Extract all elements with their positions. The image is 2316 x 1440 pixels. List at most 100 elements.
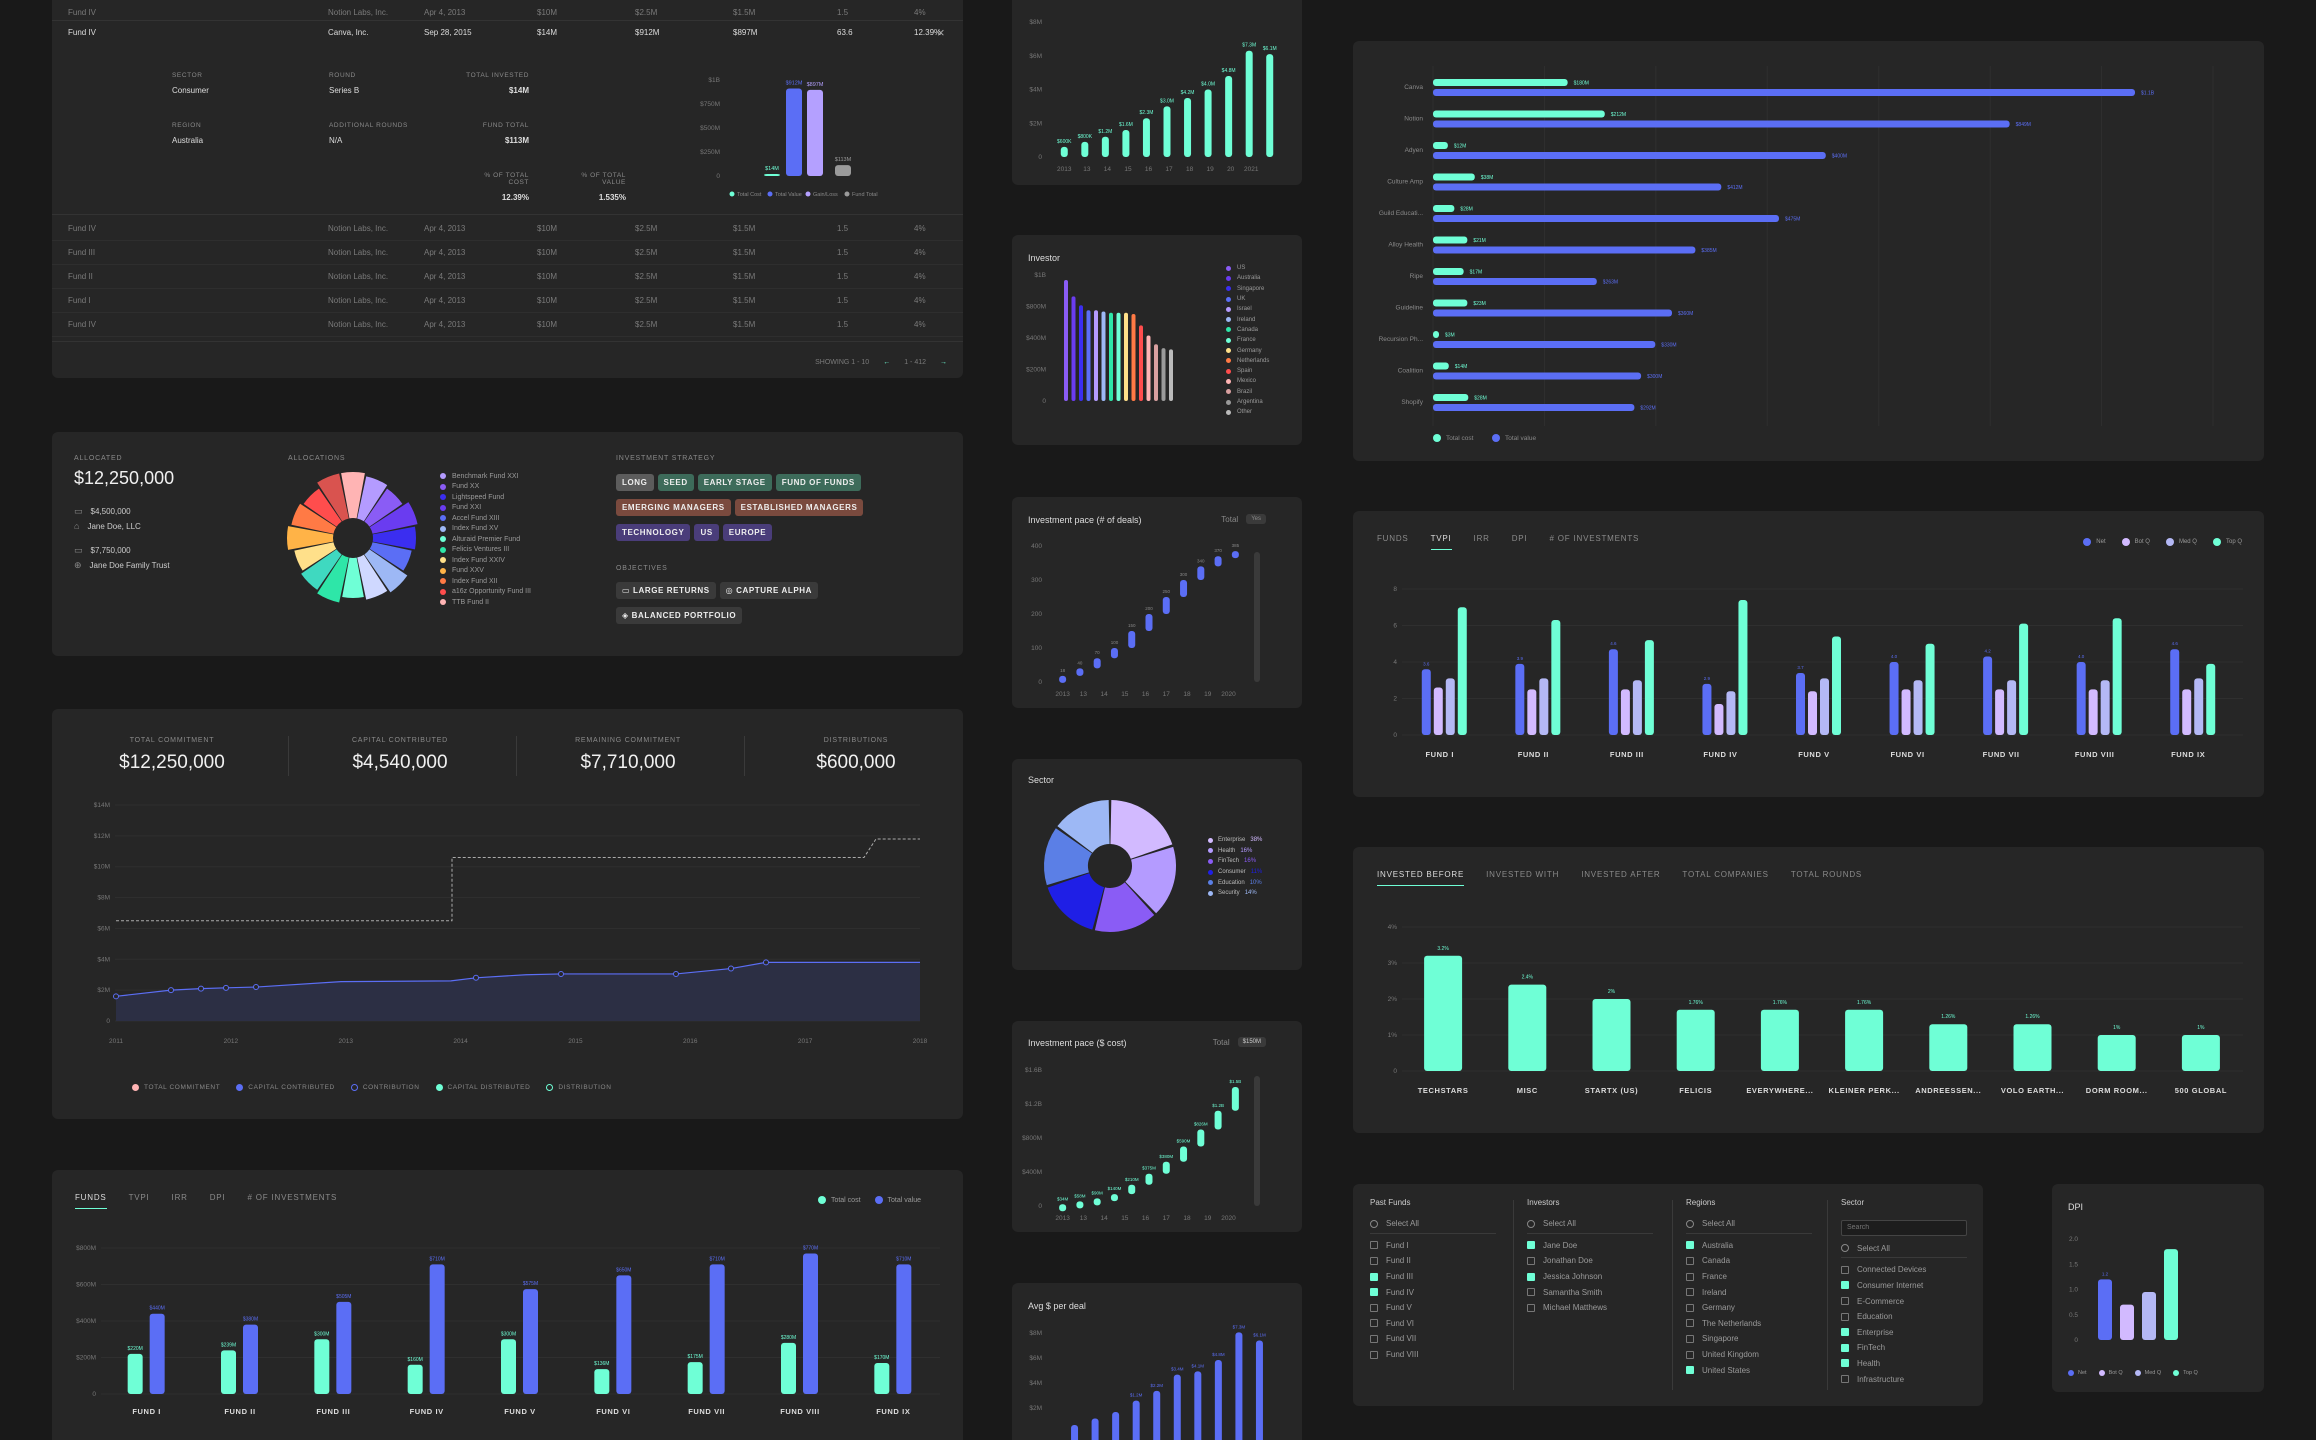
filter-option[interactable]: Michael Matthews [1527, 1300, 1663, 1316]
tab-irr[interactable]: IRR [1473, 534, 1490, 543]
checkbox[interactable] [1527, 1256, 1535, 1265]
total-toggle[interactable]: $150M [1237, 1037, 1266, 1047]
checkbox[interactable] [1686, 1272, 1694, 1281]
strategy-chip[interactable]: EARLY STAGE [697, 474, 772, 491]
checkbox[interactable] [1841, 1343, 1849, 1352]
filter-option[interactable]: Infrastructure [1841, 1371, 1977, 1387]
filter-option[interactable]: Fund V [1370, 1300, 1506, 1316]
strategy-chip[interactable]: EUROPE [722, 524, 773, 541]
close-icon[interactable]: × [937, 25, 945, 40]
sector-search-input[interactable] [1841, 1219, 1967, 1236]
table-row[interactable]: Fund II Notion Labs, Inc. Apr 4, 2013 $10M $… [52, 264, 963, 288]
filter-option[interactable]: Health [1841, 1356, 1977, 1372]
tab-total-rounds[interactable]: TOTAL ROUNDS [1790, 870, 1863, 879]
checkbox[interactable] [1686, 1319, 1694, 1328]
checkbox[interactable] [1686, 1241, 1694, 1250]
checkbox[interactable] [1370, 1288, 1378, 1297]
objective-chip[interactable]: ▭ LARGE RETURNS [616, 582, 716, 599]
tab--of-investments[interactable]: # OF INVESTMENTS [247, 1193, 338, 1202]
checkbox[interactable] [1686, 1350, 1694, 1359]
checkbox[interactable] [1686, 1366, 1694, 1375]
tab-tvpi[interactable]: TVPI [128, 1193, 150, 1202]
checkbox[interactable] [1370, 1303, 1378, 1312]
checkbox[interactable] [1527, 1241, 1535, 1250]
filter-option[interactable]: FinTech [1841, 1340, 1977, 1356]
checkbox[interactable] [1841, 1375, 1849, 1384]
checkbox[interactable] [1370, 1350, 1378, 1359]
filter-option[interactable]: Fund I [1370, 1238, 1506, 1254]
filter-option[interactable]: United Kingdom [1686, 1347, 1822, 1363]
tab-total-companies[interactable]: TOTAL COMPANIES [1682, 870, 1769, 879]
filter-option[interactable]: Connected Devices [1841, 1262, 1977, 1278]
checkbox[interactable] [1527, 1303, 1535, 1312]
select-all[interactable]: Select All [1527, 1216, 1663, 1232]
table-row[interactable]: Fund IV Notion Labs, Inc. Apr 4, 2013 $10M $… [52, 216, 963, 240]
radio[interactable] [1841, 1244, 1849, 1253]
filter-option[interactable]: Australia [1686, 1238, 1822, 1254]
checkbox[interactable] [1841, 1312, 1849, 1321]
table-row[interactable]: Fund IV Notion Labs, Inc. Apr 4, 2013 $10M $… [52, 0, 963, 24]
filter-option[interactable]: E-Commerce [1841, 1293, 1977, 1309]
filter-option[interactable]: Fund III [1370, 1269, 1506, 1285]
tab-irr[interactable]: IRR [171, 1193, 188, 1202]
strategy-chip[interactable]: FUND OF FUNDS [775, 474, 861, 491]
filter-option[interactable]: Samantha Smith [1527, 1284, 1663, 1300]
total-toggle[interactable]: Yes [1246, 514, 1266, 524]
filter-option[interactable]: Jessica Johnson [1527, 1269, 1663, 1285]
objective-chip[interactable]: ◈ BALANCED PORTFOLIO [616, 607, 743, 624]
filter-option[interactable]: Jane Doe [1527, 1238, 1663, 1254]
filter-option[interactable]: Fund VII [1370, 1331, 1506, 1347]
tab-dpi[interactable]: DPI [1511, 534, 1528, 543]
checkbox[interactable] [1686, 1256, 1694, 1265]
filter-option[interactable]: The Netherlands [1686, 1316, 1822, 1332]
strategy-chip[interactable]: TECHNOLOGY [616, 524, 691, 541]
tab-invested-after[interactable]: INVESTED AFTER [1581, 870, 1661, 879]
checkbox[interactable] [1370, 1256, 1378, 1265]
expanded-table-row[interactable]: Fund IV Canva, Inc. Sep 28, 2015 $14M $912M $… [52, 20, 963, 44]
filter-option[interactable]: Fund IV [1370, 1284, 1506, 1300]
select-all[interactable]: Select All [1686, 1216, 1822, 1232]
filter-option[interactable]: France [1686, 1269, 1822, 1285]
table-row[interactable]: Fund I Notion Labs, Inc. Apr 4, 2013 $10M $2… [52, 288, 963, 312]
tab-dpi[interactable]: DPI [209, 1193, 226, 1202]
table-row[interactable]: Fund IV Notion Labs, Inc. Apr 4, 2013 $10M $… [52, 312, 963, 336]
checkbox[interactable] [1686, 1288, 1694, 1297]
filter-option[interactable]: Jonathan Doe [1527, 1253, 1663, 1269]
strategy-chip[interactable]: EMERGING MANAGERS [616, 499, 731, 516]
select-all[interactable]: Select All [1841, 1241, 1977, 1257]
filter-option[interactable]: Education [1841, 1309, 1977, 1325]
filter-option[interactable]: Germany [1686, 1300, 1822, 1316]
select-all[interactable]: Select All [1370, 1216, 1506, 1232]
checkbox[interactable] [1686, 1303, 1694, 1312]
strategy-chip[interactable]: SEED [657, 474, 694, 491]
filter-option[interactable]: Canada [1686, 1253, 1822, 1269]
checkbox[interactable] [1841, 1297, 1849, 1306]
filter-option[interactable]: Singapore [1686, 1331, 1822, 1347]
objective-chip[interactable]: ◎ CAPTURE ALPHA [719, 582, 819, 599]
filter-option[interactable]: Fund II [1370, 1253, 1506, 1269]
tab-tvpi[interactable]: TVPI [1430, 534, 1452, 550]
filter-option[interactable]: Fund VI [1370, 1316, 1506, 1332]
radio[interactable] [1686, 1219, 1694, 1228]
checkbox[interactable] [1370, 1319, 1378, 1328]
strategy-chip[interactable]: US [694, 524, 719, 541]
next-page-button[interactable]: → [940, 359, 947, 366]
strategy-chip[interactable]: LONG [616, 474, 654, 491]
tab-invested-with[interactable]: INVESTED WITH [1486, 870, 1560, 879]
filter-option[interactable]: Fund VIII [1370, 1347, 1506, 1363]
radio[interactable] [1527, 1219, 1535, 1228]
tab-funds[interactable]: FUNDS [75, 1193, 107, 1209]
checkbox[interactable] [1841, 1265, 1849, 1274]
tab--of-investments[interactable]: # OF INVESTMENTS [1549, 534, 1640, 543]
checkbox[interactable] [1527, 1288, 1535, 1297]
checkbox[interactable] [1370, 1241, 1378, 1250]
checkbox[interactable] [1527, 1272, 1535, 1281]
tab-invested-before[interactable]: INVESTED BEFORE [1377, 870, 1465, 886]
checkbox[interactable] [1841, 1359, 1849, 1368]
prev-page-button[interactable]: ← [883, 359, 891, 366]
checkbox[interactable] [1841, 1281, 1849, 1290]
filter-option[interactable]: Consumer Internet [1841, 1278, 1977, 1294]
table-row[interactable]: Fund III Notion Labs, Inc. Apr 4, 2013 $10M… [52, 240, 963, 264]
checkbox[interactable] [1686, 1334, 1694, 1343]
checkbox[interactable] [1370, 1334, 1378, 1343]
